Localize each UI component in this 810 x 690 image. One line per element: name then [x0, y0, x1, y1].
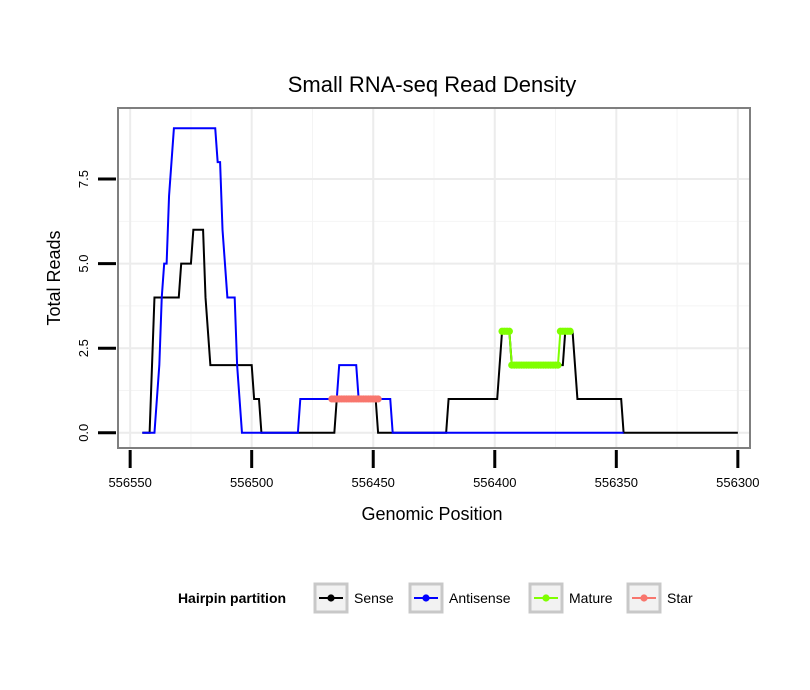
series-point-mature [566, 327, 574, 335]
y-tick-label: 7.5 [76, 170, 91, 188]
x-tick-label: 556450 [352, 475, 395, 490]
plot-border [117, 107, 751, 449]
legend-dot-star [640, 594, 648, 602]
legend-items: Sense Antisense Mature Star [313, 582, 693, 614]
x-tick-label: 556400 [473, 475, 516, 490]
series-points [328, 327, 574, 403]
x-axis: 556550 556500 556450 556400 556350 556300 [108, 450, 760, 490]
legend: Hairpin partition Sense Antisense Mature St… [178, 582, 693, 614]
legend-dot-sense [327, 594, 335, 602]
x-tick-label: 556300 [716, 475, 759, 490]
x-tick-label: 556350 [595, 475, 638, 490]
series-line-antisense [142, 127, 624, 434]
grid-minor [118, 108, 750, 448]
legend-label-sense: Sense [354, 590, 394, 606]
x-tick-label: 556500 [230, 475, 273, 490]
series-point-mature [554, 361, 562, 369]
x-tick-label: 556550 [108, 475, 151, 490]
x-axis-label: Genomic Position [361, 504, 502, 524]
series-segment-mature [556, 331, 562, 366]
series-point-mature [505, 327, 513, 335]
y-axis: 0.0 2.5 5.0 7.5 [76, 170, 116, 442]
y-tick-label: 5.0 [76, 255, 91, 273]
y-axis-label: Total Reads [44, 230, 64, 325]
legend-label-mature: Mature [569, 590, 613, 606]
y-tick-label: 2.5 [76, 339, 91, 357]
y-tick-label: 0.0 [76, 424, 91, 442]
legend-title: Hairpin partition [178, 590, 286, 606]
legend-label-antisense: Antisense [449, 590, 511, 606]
legend-dot-mature [542, 594, 550, 602]
series-segment-mature [508, 331, 513, 366]
chart-title: Small RNA-seq Read Density [288, 72, 577, 97]
series-point-star [374, 395, 382, 403]
legend-dot-antisense [422, 594, 430, 602]
legend-label-star: Star [667, 590, 693, 606]
